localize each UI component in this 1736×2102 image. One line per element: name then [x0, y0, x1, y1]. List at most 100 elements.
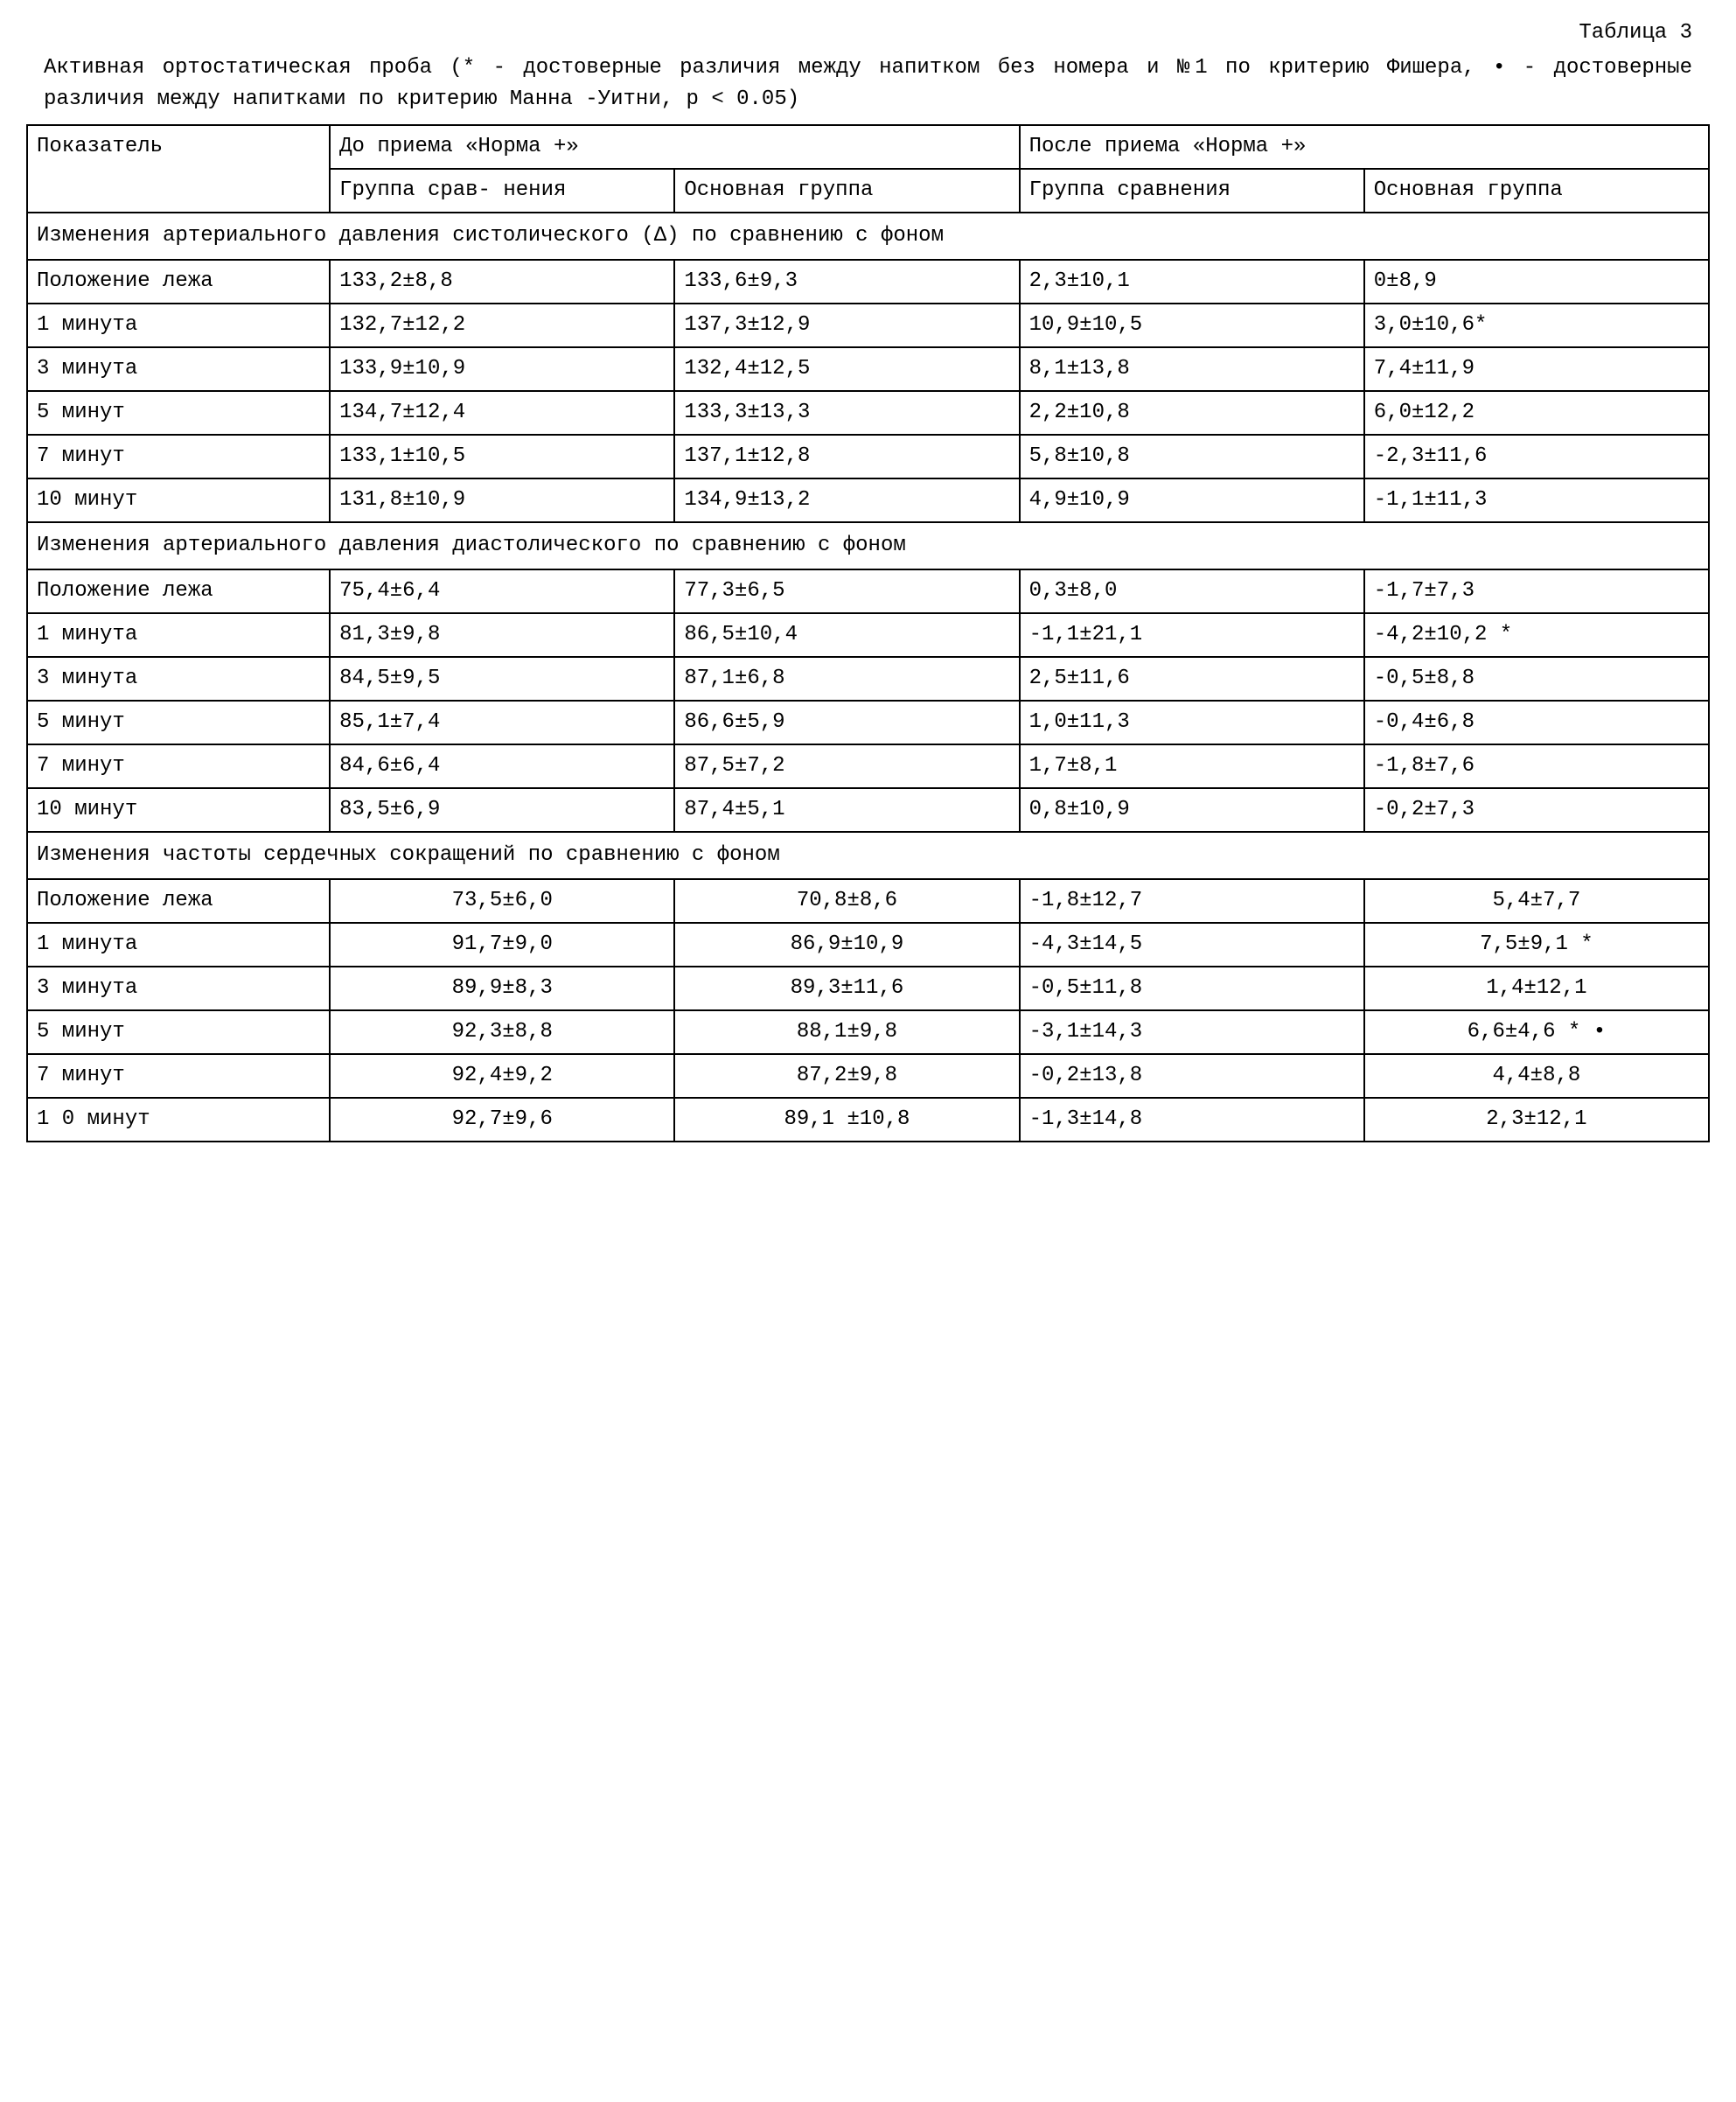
row-label: 7 минут	[27, 1054, 330, 1098]
row-label: 10 минут	[27, 478, 330, 522]
data-cell: 137,3±12,9	[674, 304, 1019, 347]
data-cell: 83,5±6,9	[330, 788, 674, 832]
data-cell: 87,5±7,2	[674, 744, 1019, 788]
data-cell: -3,1±14,3	[1020, 1010, 1364, 1054]
data-cell: 133,6±9,3	[674, 260, 1019, 304]
data-cell: 84,6±6,4	[330, 744, 674, 788]
data-cell: -0,2±7,3	[1364, 788, 1709, 832]
row-label: 7 минут	[27, 435, 330, 478]
row-label: 1 минута	[27, 304, 330, 347]
row-label: 1 0 минут	[27, 1098, 330, 1142]
data-cell: 7,4±11,9	[1364, 347, 1709, 391]
data-cell: 85,1±7,4	[330, 701, 674, 744]
data-cell: -0,2±13,8	[1020, 1054, 1364, 1098]
table-row: 5 минут85,1±7,486,6±5,91,0±11,3-0,4±6,8	[27, 701, 1709, 744]
data-cell: 2,3±10,1	[1020, 260, 1364, 304]
data-cell: 4,4±8,8	[1364, 1054, 1709, 1098]
table-row: 7 минут133,1±10,5137,1±12,85,8±10,8-2,3±…	[27, 435, 1709, 478]
data-cell: 89,3±11,6	[674, 967, 1019, 1010]
table-row: 5 минут92,3±8,888,1±9,8-3,1±14,36,6±4,6 …	[27, 1010, 1709, 1054]
data-cell: 3,0±10,6*	[1364, 304, 1709, 347]
data-cell: 88,1±9,8	[674, 1010, 1019, 1054]
data-cell: 84,5±9,5	[330, 657, 674, 701]
data-cell: 73,5±6,0	[330, 879, 674, 923]
data-cell: 0,3±8,0	[1020, 569, 1364, 613]
data-cell: 87,1±6,8	[674, 657, 1019, 701]
header-indicator: Показатель	[27, 125, 330, 213]
data-cell: 89,9±8,3	[330, 967, 674, 1010]
data-cell: -2,3±11,6	[1364, 435, 1709, 478]
data-cell: 133,1±10,5	[330, 435, 674, 478]
table-row: 10 минут83,5±6,987,4±5,10,8±10,9-0,2±7,3	[27, 788, 1709, 832]
table-row: Положение лежа75,4±6,477,3±6,50,3±8,0-1,…	[27, 569, 1709, 613]
row-label: Положение лежа	[27, 879, 330, 923]
data-table: Показатель До приема «Норма +» После при…	[26, 124, 1710, 1142]
row-label: 7 минут	[27, 744, 330, 788]
row-label: 10 минут	[27, 788, 330, 832]
data-cell: -1,8±12,7	[1020, 879, 1364, 923]
section-title: Изменения частоты сердечных сокращений п…	[27, 832, 1709, 879]
data-cell: 77,3±6,5	[674, 569, 1019, 613]
data-cell: 2,3±12,1	[1364, 1098, 1709, 1142]
data-cell: 92,4±9,2	[330, 1054, 674, 1098]
data-cell: -1,3±14,8	[1020, 1098, 1364, 1142]
table-row: 7 минут92,4±9,287,2±9,8-0,2±13,84,4±8,8	[27, 1054, 1709, 1098]
table-row: Положение лежа133,2±8,8133,6±9,32,3±10,1…	[27, 260, 1709, 304]
table-row: 10 минут131,8±10,9134,9±13,24,9±10,9-1,1…	[27, 478, 1709, 522]
data-cell: 5,4±7,7	[1364, 879, 1709, 923]
header-main-2: Основная группа	[1364, 169, 1709, 213]
data-cell: 81,3±9,8	[330, 613, 674, 657]
data-cell: 137,1±12,8	[674, 435, 1019, 478]
data-cell: -1,1±11,3	[1364, 478, 1709, 522]
data-cell: 86,9±10,9	[674, 923, 1019, 967]
data-cell: 1,0±11,3	[1020, 701, 1364, 744]
table-row: 1 минута91,7±9,086,9±10,9-4,3±14,57,5±9,…	[27, 923, 1709, 967]
table-number: Таблица 3	[26, 17, 1710, 49]
data-cell: 7,5±9,1 *	[1364, 923, 1709, 967]
data-cell: 4,9±10,9	[1020, 478, 1364, 522]
data-cell: 1,4±12,1	[1364, 967, 1709, 1010]
data-cell: 75,4±6,4	[330, 569, 674, 613]
data-cell: -0,5±8,8	[1364, 657, 1709, 701]
header-row-1: Показатель До приема «Норма +» После при…	[27, 125, 1709, 169]
table-row: 7 минут84,6±6,487,5±7,21,7±8,1-1,8±7,6	[27, 744, 1709, 788]
data-cell: 6,6±4,6 * •	[1364, 1010, 1709, 1054]
table-row: Положение лежа73,5±6,070,8±8,6-1,8±12,75…	[27, 879, 1709, 923]
data-cell: 87,2±9,8	[674, 1054, 1019, 1098]
data-cell: 131,8±10,9	[330, 478, 674, 522]
data-cell: 6,0±12,2	[1364, 391, 1709, 435]
row-label: 3 минута	[27, 657, 330, 701]
section-header-row: Изменения артериального давления систоли…	[27, 213, 1709, 260]
data-cell: 92,7±9,6	[330, 1098, 674, 1142]
data-cell: -4,3±14,5	[1020, 923, 1364, 967]
data-cell: 133,2±8,8	[330, 260, 674, 304]
table-row: 3 минута133,9±10,9132,4±12,58,1±13,87,4±…	[27, 347, 1709, 391]
data-cell: 70,8±8,6	[674, 879, 1019, 923]
table-row: 5 минут134,7±12,4133,3±13,32,2±10,86,0±1…	[27, 391, 1709, 435]
data-cell: 134,9±13,2	[674, 478, 1019, 522]
header-after: После приема «Норма +»	[1020, 125, 1709, 169]
data-cell: 0±8,9	[1364, 260, 1709, 304]
table-row: 1 минута132,7±12,2137,3±12,910,9±10,53,0…	[27, 304, 1709, 347]
data-cell: -1,1±21,1	[1020, 613, 1364, 657]
section-title: Изменения артериального давления систоли…	[27, 213, 1709, 260]
data-cell: 2,5±11,6	[1020, 657, 1364, 701]
data-cell: 0,8±10,9	[1020, 788, 1364, 832]
data-cell: -1,8±7,6	[1364, 744, 1709, 788]
table-caption: Активная ортостатическая проба (* - дост…	[26, 52, 1710, 115]
data-cell: -4,2±10,2 *	[1364, 613, 1709, 657]
data-cell: 8,1±13,8	[1020, 347, 1364, 391]
row-label: Положение лежа	[27, 569, 330, 613]
data-cell: 87,4±5,1	[674, 788, 1019, 832]
section-header-row: Изменения частоты сердечных сокращений п…	[27, 832, 1709, 879]
row-label: 1 минута	[27, 923, 330, 967]
data-cell: -1,7±7,3	[1364, 569, 1709, 613]
table-row: 3 минута84,5±9,587,1±6,82,5±11,6-0,5±8,8	[27, 657, 1709, 701]
data-cell: -0,4±6,8	[1364, 701, 1709, 744]
data-cell: 89,1 ±10,8	[674, 1098, 1019, 1142]
table-row: 1 минута81,3±9,886,5±10,4-1,1±21,1-4,2±1…	[27, 613, 1709, 657]
row-label: 3 минута	[27, 347, 330, 391]
data-cell: 133,9±10,9	[330, 347, 674, 391]
data-cell: 86,6±5,9	[674, 701, 1019, 744]
data-cell: 133,3±13,3	[674, 391, 1019, 435]
